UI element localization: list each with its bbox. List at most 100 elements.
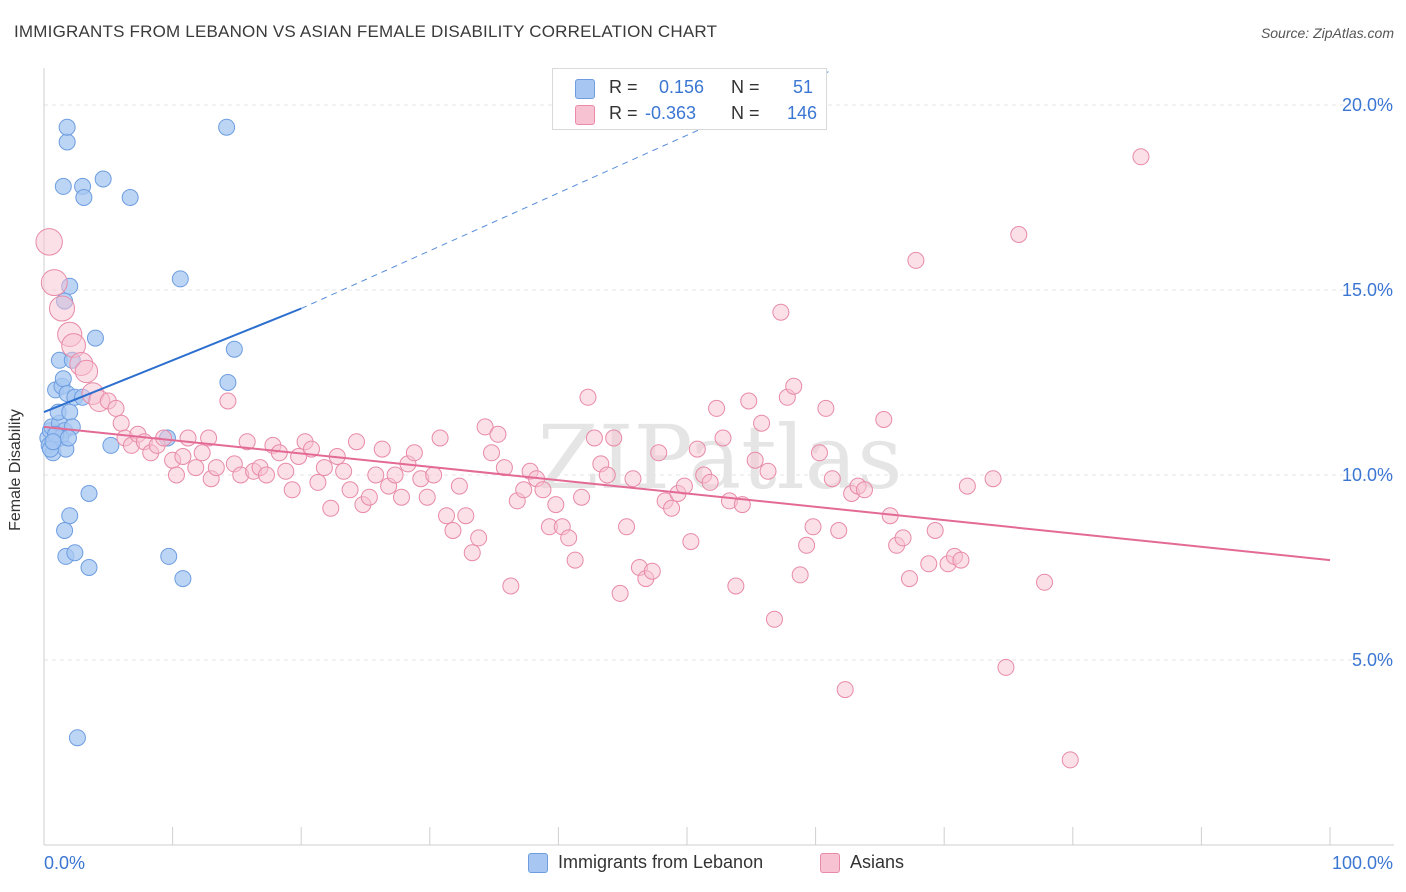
asians-point <box>277 462 295 480</box>
r-label: R = <box>609 103 638 123</box>
r-value: 0.156 <box>659 77 705 97</box>
asians-point <box>727 577 745 595</box>
asians-point <box>804 518 822 536</box>
source-credit: Source: ZipAtlas.com <box>1260 25 1394 41</box>
asians-point <box>772 303 790 321</box>
asians-point <box>746 451 764 469</box>
asians-point <box>322 499 340 517</box>
asians-point <box>650 444 668 462</box>
asians-point <box>502 577 520 595</box>
asians-point <box>238 433 256 451</box>
lebanon-point <box>56 522 74 539</box>
lebanon-point <box>44 433 62 451</box>
asians-point <box>566 551 584 569</box>
lebanon-legend-swatch <box>528 853 548 873</box>
lebanon-point <box>59 429 77 447</box>
y-tick-label: 15.0% <box>1342 280 1393 300</box>
asians-point <box>283 481 301 499</box>
asians-point <box>579 388 597 406</box>
lebanon-swatch <box>575 79 595 99</box>
asians-point <box>643 562 661 580</box>
r-value: -0.363 <box>645 103 697 123</box>
asians-point <box>714 429 732 447</box>
asians-point <box>107 399 125 417</box>
asians-point <box>476 418 494 436</box>
asians-legend-swatch <box>820 853 840 873</box>
asians-point <box>515 481 533 499</box>
lebanon-point <box>121 189 139 206</box>
x-tick-label: 100.0% <box>1332 853 1393 873</box>
lebanon-point <box>54 370 72 388</box>
asians-point <box>791 566 809 584</box>
asians-point <box>74 359 99 384</box>
asians-point <box>740 392 758 410</box>
lebanon-point <box>80 485 98 502</box>
lebanon-point <box>219 374 237 391</box>
asians-point <box>425 466 443 484</box>
lebanon-point <box>54 177 72 195</box>
asians-point <box>765 610 783 628</box>
asians-trend-line <box>43 425 1331 562</box>
asians-point <box>495 459 513 477</box>
lebanon-point <box>66 544 84 562</box>
asians-point <box>1132 148 1150 166</box>
asians-point <box>302 440 320 458</box>
asians-point <box>701 473 719 491</box>
asians-point <box>997 658 1015 676</box>
asians-point <box>759 462 777 480</box>
asians-point <box>347 433 365 451</box>
asians-point <box>875 411 893 428</box>
asians-point <box>708 399 726 417</box>
n-value: 51 <box>793 77 814 97</box>
asians-point <box>1061 751 1079 769</box>
n-value: 146 <box>787 103 818 123</box>
chart-title: IMMIGRANTS FROM LEBANON VS ASIAN FEMALE … <box>14 22 718 41</box>
x-tick-label: 0.0% <box>44 853 85 873</box>
lebanon-legend-label: Immigrants from Lebanon <box>558 852 764 872</box>
n-label: N = <box>731 103 760 123</box>
asians-point <box>836 681 854 699</box>
asians-point <box>187 459 205 477</box>
asians-point <box>682 533 700 551</box>
asians-point <box>179 429 197 447</box>
lebanon-point <box>58 118 76 136</box>
asians-point <box>360 488 378 506</box>
asians-point <box>174 448 192 465</box>
asians-point <box>444 522 462 539</box>
asians-point <box>1010 226 1028 243</box>
lebanon-point <box>58 133 76 151</box>
lebanon-point <box>86 329 104 347</box>
asians-point <box>663 499 681 517</box>
asians-point <box>431 429 449 447</box>
lebanon-point <box>61 403 79 421</box>
asians-point <box>907 251 925 269</box>
asians-point <box>855 481 873 499</box>
asians-point <box>547 496 565 514</box>
asians-point <box>894 529 912 547</box>
lebanon-point <box>102 436 120 454</box>
asians-point <box>611 584 629 602</box>
asians-point <box>309 473 327 491</box>
asians-point <box>418 488 436 506</box>
asians-point <box>573 488 591 506</box>
asians-point <box>618 518 636 536</box>
asians-point <box>483 444 501 462</box>
asians-point <box>817 399 835 417</box>
y-tick-label: 10.0% <box>1342 465 1393 485</box>
lebanon-point <box>61 507 79 525</box>
lebanon-point <box>225 340 243 358</box>
asians-point <box>112 414 130 432</box>
asians-point <box>952 551 970 569</box>
lebanon-point <box>75 189 93 206</box>
asians-point <box>200 429 218 447</box>
lebanon-point <box>68 729 86 747</box>
asians-point <box>393 488 411 506</box>
asians-point <box>341 481 359 499</box>
asians-point <box>624 470 642 488</box>
asians-point <box>926 522 944 539</box>
lebanon-trend-line <box>43 307 302 414</box>
n-label: N = <box>731 77 760 97</box>
y-axis-label: Female Disability <box>7 409 24 531</box>
asians-point <box>193 444 211 462</box>
